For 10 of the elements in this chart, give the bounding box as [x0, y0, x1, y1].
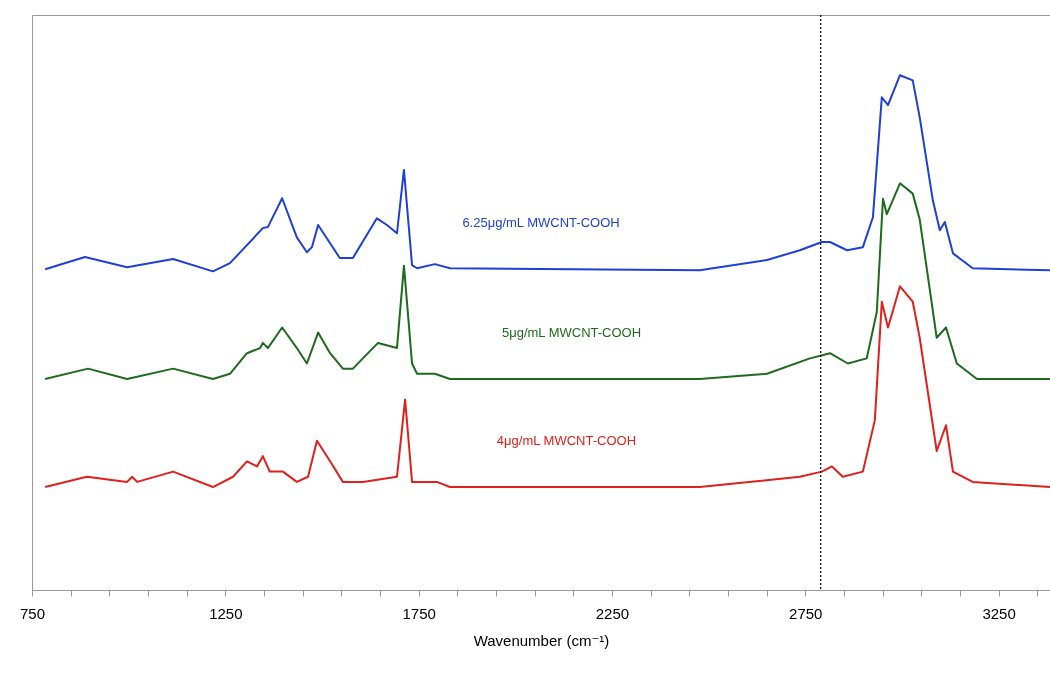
x-tick-label: 750	[19, 604, 46, 622]
text: 6.25μg/mL MWCNT-COOH	[462, 214, 620, 230]
x-tick-label: 2250	[595, 604, 630, 622]
x-tick-label: 1250	[209, 604, 243, 622]
text: 5μg/mL MWCNT-COOH	[501, 324, 642, 340]
x-tick-label: 1750	[402, 604, 436, 622]
x-tick-label: 2750	[789, 604, 823, 622]
text: 4μg/mL MWCNT-COOH	[496, 432, 637, 448]
x-tick-label: 3250	[982, 604, 1016, 622]
x-axis-title: Wavenumber (cm⁻¹)	[473, 631, 610, 649]
